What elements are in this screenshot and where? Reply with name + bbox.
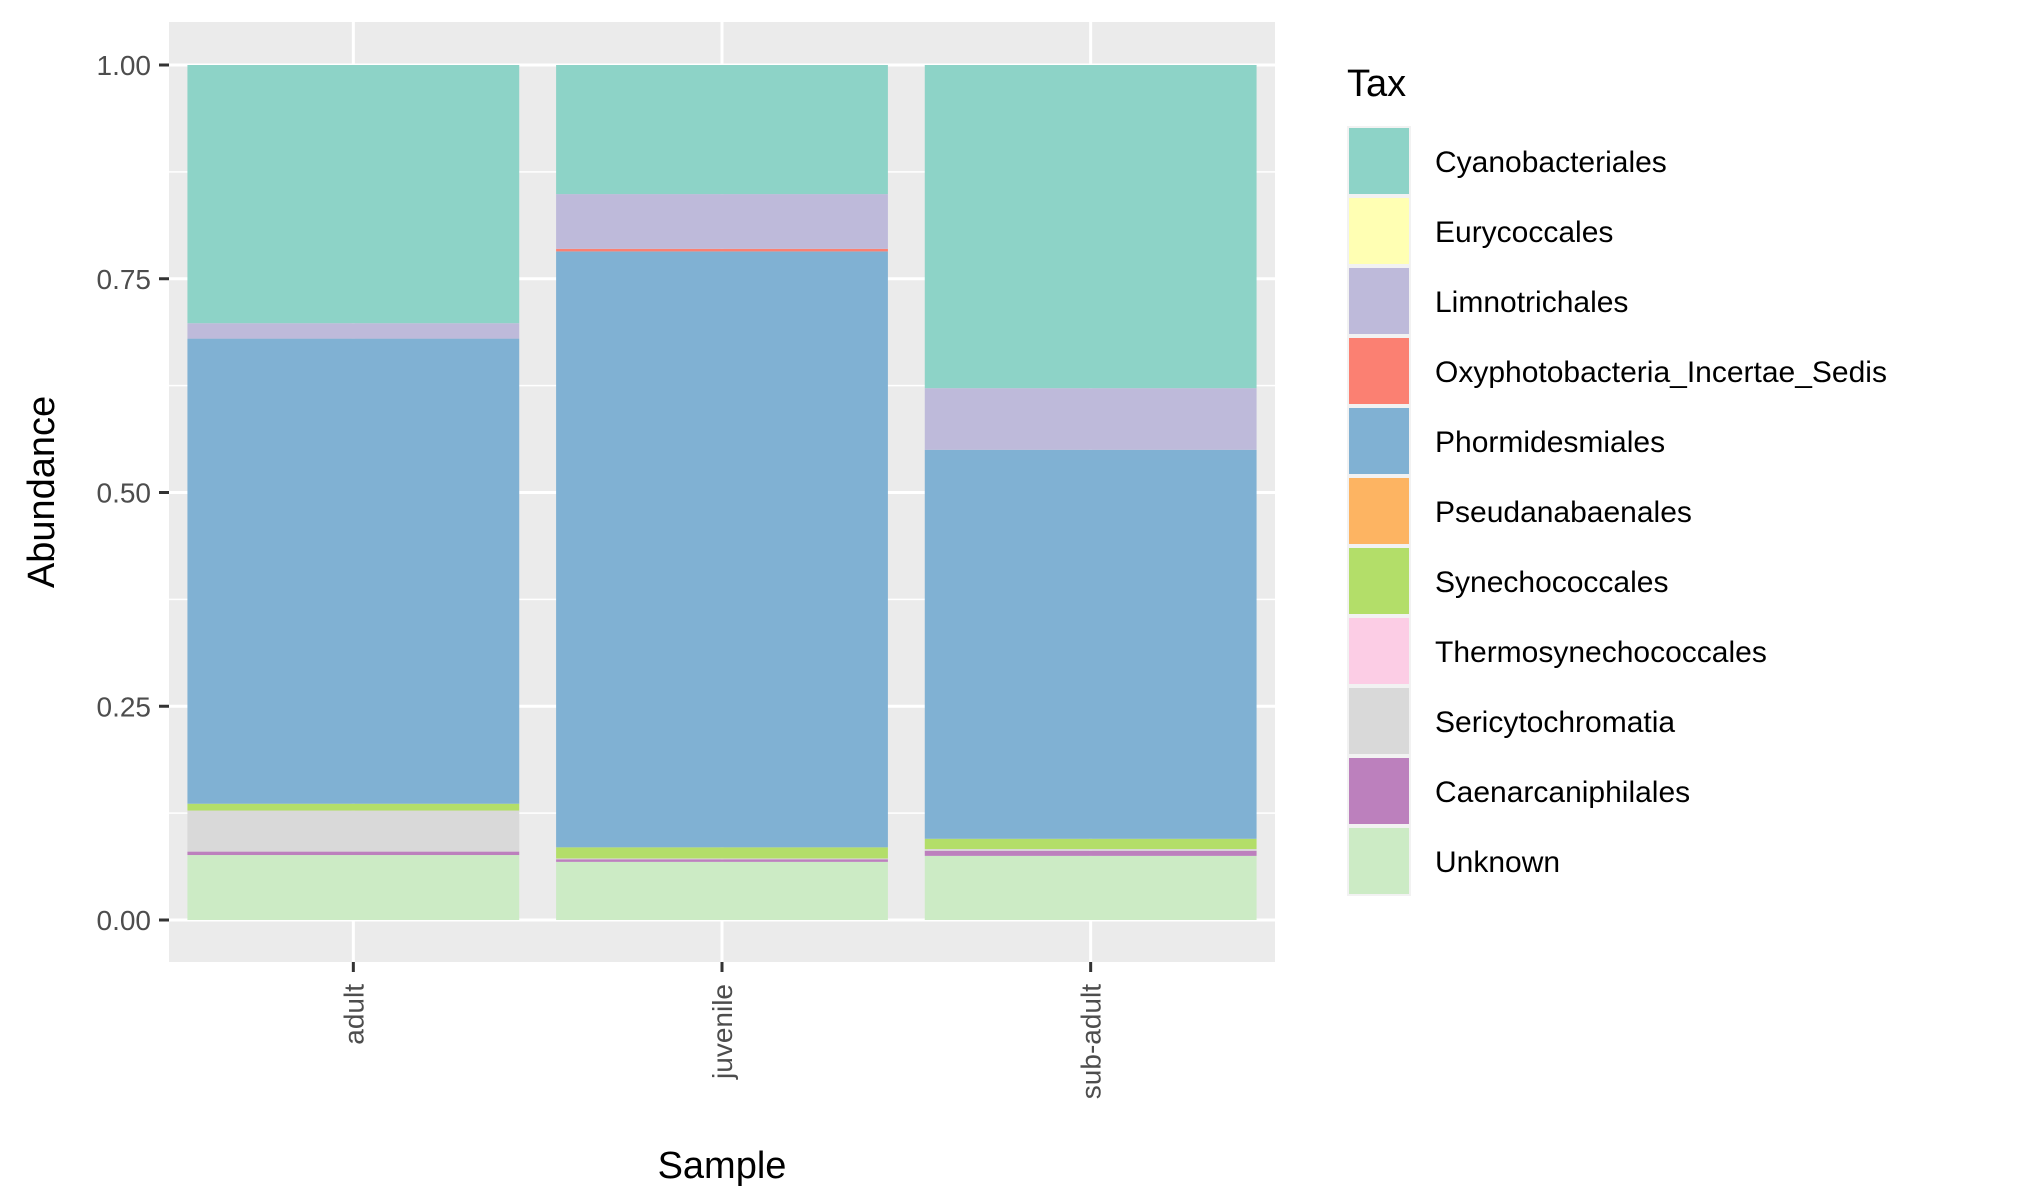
bar-adult-limnotrichales [187, 323, 520, 339]
bar-juvenile-caenarcaniphilales [556, 859, 888, 862]
legend-key-synechococcales [1349, 548, 1409, 614]
legend-label-unknown: Unknown [1435, 846, 1560, 879]
legend-label-caenarcaniphilales: Caenarcaniphilales [1435, 776, 1690, 809]
y-tick-label: 0.00 [97, 905, 152, 936]
bar-sub-adult-unknown [924, 855, 1257, 920]
bar-sub-adult-caenarcaniphilales [924, 850, 1257, 856]
legend-label-eurycoccales: Eurycoccales [1435, 216, 1613, 249]
legend-key-cyanobacteriales [1349, 128, 1409, 194]
y-tick-label: 0.75 [97, 264, 152, 295]
bar-sub-adult-sericytochromatia [924, 849, 1257, 851]
legend-label-limnotrichales: Limnotrichales [1435, 286, 1628, 319]
bar-sub-adult-synechococcales [924, 838, 1257, 850]
legend-label-pseudanabaenales: Pseudanabaenales [1435, 496, 1692, 529]
bar-sub-adult-phormidesmiales [924, 449, 1257, 839]
x-axis-title: Sample [658, 1145, 787, 1187]
y-tick-label: 1.00 [97, 50, 152, 81]
y-tick-label: 0.25 [97, 691, 152, 722]
bar-adult-sericytochromatia [187, 810, 520, 852]
bar-juvenile-synechococcales [556, 847, 888, 859]
legend-key-thermosynechococcales [1349, 618, 1409, 684]
legend-label-oxyphotobacteria-incertae-sedis: Oxyphotobacteria_Incertae_Sedis [1435, 356, 1887, 389]
y-axis-ticks: 0.00 0.25 0.50 0.75 1.00 [97, 50, 169, 936]
x-tick-label-sub-adult: sub-adult [1076, 984, 1107, 1099]
bar-adult-cyanobacteriales [187, 65, 520, 324]
bar-adult-caenarcaniphilales [187, 851, 520, 856]
legend-key-limnotrichales [1349, 268, 1409, 334]
legend-label-phormidesmiales: Phormidesmiales [1435, 426, 1665, 459]
legend-label-synechococcales: Synechococcales [1435, 566, 1668, 599]
legend-key-caenarcaniphilales [1349, 758, 1409, 824]
legend-key-eurycoccales [1349, 198, 1409, 264]
legend-key-unknown [1349, 828, 1409, 894]
x-axis-ticks: adult juvenile sub-adult [338, 962, 1107, 1099]
legend-label-sericytochromatia: Sericytochromatia [1435, 706, 1675, 739]
y-tick-label: 0.50 [97, 478, 152, 509]
x-tick-label-juvenile: juvenile [707, 984, 738, 1080]
bar-juvenile-cyanobacteriales [556, 65, 888, 195]
legend-key-pseudanabaenales [1349, 478, 1409, 544]
bar-juvenile-limnotrichales [556, 194, 888, 249]
legend-title: Tax [1347, 63, 1406, 105]
bar-adult-unknown [187, 855, 520, 920]
bar-juvenile-sericytochromatia [556, 858, 888, 860]
bars [187, 65, 1257, 920]
legend-label-thermosynechococcales: Thermosynechococcales [1435, 636, 1767, 669]
bar-sub-adult-limnotrichales [924, 388, 1257, 450]
bar-juvenile-oxyphotobacteria-incertae-sedis [556, 248, 888, 252]
legend-label-cyanobacteriales: Cyanobacteriales [1435, 146, 1667, 179]
legend-key-phormidesmiales [1349, 408, 1409, 474]
bar-adult-phormidesmiales [187, 338, 520, 804]
bar-sub-adult-cyanobacteriales [924, 65, 1257, 389]
bar-juvenile-phormidesmiales [556, 251, 888, 848]
legend-key-sericytochromatia [1349, 688, 1409, 754]
y-axis-title: Abundance [21, 396, 63, 588]
legend: Cyanobacteriales Eurycoccales Limnotrichal… [1347, 126, 1887, 896]
bar-adult-synechococcales [187, 803, 520, 811]
bar-juvenile-unknown [556, 861, 888, 920]
x-tick-label-adult: adult [338, 984, 369, 1045]
legend-key-oxyphotobacteria-incertae-sedis [1349, 338, 1409, 404]
